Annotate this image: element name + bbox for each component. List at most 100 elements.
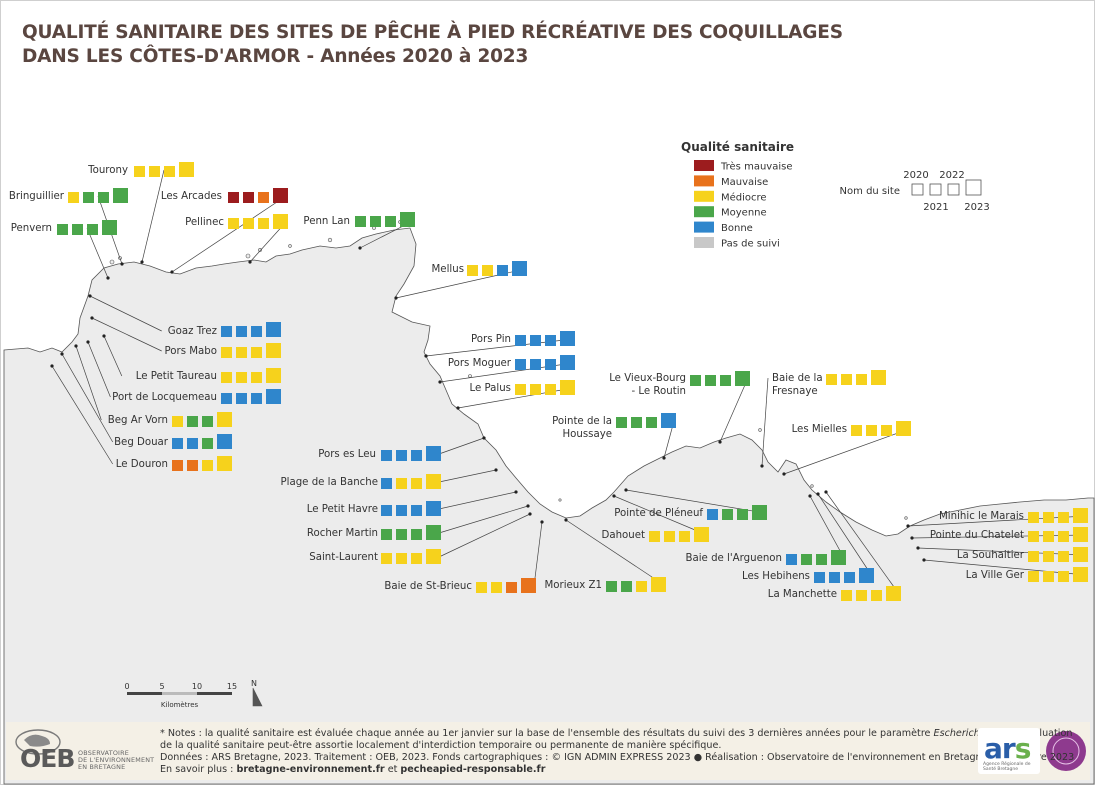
site-point-le-petit-taureau <box>102 334 106 338</box>
quality-square-penvern-1 <box>57 224 68 235</box>
site-label-penn-lan: Penn Lan <box>303 216 350 227</box>
region-bretagne-logo-icon <box>1046 731 1086 771</box>
site-label-le-douron: Le Douron <box>116 459 168 470</box>
link-pecheapied[interactable]: pecheapied-responsable.fr <box>400 764 546 775</box>
quality-square-la-manchette-1 <box>841 590 852 601</box>
quality-square-le-palus-4 <box>560 380 575 395</box>
quality-square-le-vieux-bourg-3 <box>720 375 731 386</box>
legend: Qualité sanitaire Très mauvaise Mauvaise Mé… <box>681 140 990 250</box>
quality-square-baie-de-st-brieuc-2 <box>491 582 502 593</box>
quality-square-dahouet-3 <box>679 531 690 542</box>
site-label-pellinec: Pellinec <box>185 217 224 228</box>
leader-line-le-douron <box>51 365 113 465</box>
legend-swatch-mediocre <box>694 190 714 202</box>
quality-square-baie-de-st-brieuc-3 <box>506 582 517 593</box>
quality-square-le-petit-havre-1 <box>381 505 392 516</box>
site-point-pointe-du-chatelet <box>910 536 914 540</box>
scale-seg-2 <box>162 692 197 695</box>
site-label-le-petit-taureau: Le Petit Taureau <box>136 371 217 382</box>
quality-square-pellinec-4 <box>273 214 288 229</box>
quality-square-tourony-4 <box>179 162 194 177</box>
quality-square-le-petit-taureau-2 <box>236 372 247 383</box>
ars-logo-caption: Agence Régionale de Santé Bretagne <box>983 762 1031 772</box>
quality-square-pors-mabo-2 <box>236 347 247 358</box>
quality-square-saint-laurent-2 <box>396 553 407 564</box>
quality-square-pors-pin-1 <box>515 335 526 346</box>
quality-square-les-arcades-3 <box>258 192 269 203</box>
footer-credits: Données : ARS Bretagne, 2023. Traitement… <box>160 752 1075 763</box>
legend-label-mediocre: Médiocre <box>721 191 767 203</box>
quality-square-la-manchette-3 <box>871 590 882 601</box>
site-label-pointe-du-chatelet: Pointe du Chatelet <box>930 530 1024 541</box>
quality-square-pointe-de-pleneuf-3 <box>737 509 748 520</box>
quality-square-pors-mabo-3 <box>251 347 262 358</box>
leader-line-les-mielles <box>783 428 910 475</box>
quality-square-les-mielles-3 <box>881 425 892 436</box>
site-point-pointe-de-pleneuf <box>624 488 628 492</box>
scale-tick-0: 0 <box>124 682 129 691</box>
quality-square-plage-de-la-banche-3 <box>411 478 422 489</box>
quality-square-le-petit-taureau-3 <box>251 372 262 383</box>
scale-seg-1 <box>127 692 162 695</box>
quality-square-dahouet-1 <box>649 531 660 542</box>
quality-square-la-manchette-2 <box>856 590 867 601</box>
legend-swatch-moyenne <box>694 206 714 218</box>
scale-seg-3 <box>197 692 232 695</box>
leader-line-le-vieux-bourg <box>719 377 749 443</box>
quality-square-pors-mabo-4 <box>266 343 281 358</box>
quality-square-pointe-du-chatelet-3 <box>1058 531 1069 542</box>
site-label-morieux-z1: Morieux Z1 <box>545 580 603 591</box>
land-area <box>3 227 1095 785</box>
quality-square-pors-moguer-4 <box>560 355 575 370</box>
islands <box>109 220 908 520</box>
notes-1a: * Notes : la qualité sanitaire est évalu… <box>160 728 934 739</box>
site-points <box>50 246 926 562</box>
quality-square-le-vieux-bourg-2 <box>705 375 716 386</box>
link-bretagne-environnement[interactable]: bretagne-environnement.fr <box>236 764 385 775</box>
quality-square-goaz-trez-2 <box>236 326 247 337</box>
scale-unit: Kilomètres <box>161 701 199 709</box>
quality-square-bringuillier-3 <box>98 192 109 203</box>
quality-square-baie-de-st-brieuc-4 <box>521 578 536 593</box>
quality-square-rocher-martin-4 <box>426 525 441 540</box>
quality-square-pors-es-leu-4 <box>426 446 441 461</box>
quality-square-port-de-locquemeau-2 <box>236 393 247 404</box>
north-label: N <box>251 679 257 688</box>
site-label-pointe-de-la: Pointe de la <box>552 416 612 427</box>
leader-line-pointe-du-chatelet <box>911 534 1087 539</box>
oeb-caption-2: DE L'ENVIRONNEMENT <box>78 756 155 764</box>
quality-square-les-hebihens-3 <box>844 572 855 583</box>
leader-line-beg-douar <box>61 353 114 443</box>
site-label-le-petit-havre: Le Petit Havre <box>307 504 378 515</box>
site-point-le-vieux-bourg <box>718 440 722 444</box>
quality-square-tourony-1 <box>134 166 145 177</box>
site-quality-squares <box>57 162 1088 601</box>
quality-square-mellus-3 <box>497 265 508 276</box>
quality-square-pors-es-leu-1 <box>381 450 392 461</box>
leader-line-baie-de-l-arguenon <box>809 495 845 559</box>
quality-square-morieux-z1-1 <box>606 581 617 592</box>
site-point-les-mielles <box>782 472 786 476</box>
site-point-bringuillier <box>120 262 124 266</box>
legend-label-bonne: Bonne <box>721 223 753 234</box>
leader-line-dahouet <box>613 495 708 536</box>
quality-square-les-hebihens-2 <box>829 572 840 583</box>
legend-example-square-3 <box>947 183 960 196</box>
quality-square-pors-pin-3 <box>545 335 556 346</box>
quality-square-rocher-martin-1 <box>381 529 392 540</box>
site-label-les-arcades: Les Arcades <box>161 191 222 202</box>
quality-square-le-palus-2 <box>530 384 541 395</box>
legend-swatch-tres-mauvaise <box>694 160 714 171</box>
quality-square-minihic-le-marais-1 <box>1028 512 1039 523</box>
site-label-le-vieux-bourg: Le Vieux-Bourg <box>609 373 686 384</box>
site-point-la-souhaitier <box>916 546 920 550</box>
site-label-minihic-le-marais: Minihic le Marais <box>939 511 1024 522</box>
quality-square-penn-lan-2 <box>370 216 381 227</box>
leader-line-port-de-locquemeau <box>87 341 111 398</box>
quality-square-pointe-de-pleneuf-1 <box>707 509 718 520</box>
quality-square-goaz-trez-3 <box>251 326 262 337</box>
site-label-baie-de-st-brieuc: Baie de St-Brieuc <box>384 581 472 592</box>
quality-square-pors-moguer-3 <box>545 359 556 370</box>
map-title-line2: DANS LES CÔTES-D'ARMOR - Années 2020 à 2… <box>22 46 529 67</box>
